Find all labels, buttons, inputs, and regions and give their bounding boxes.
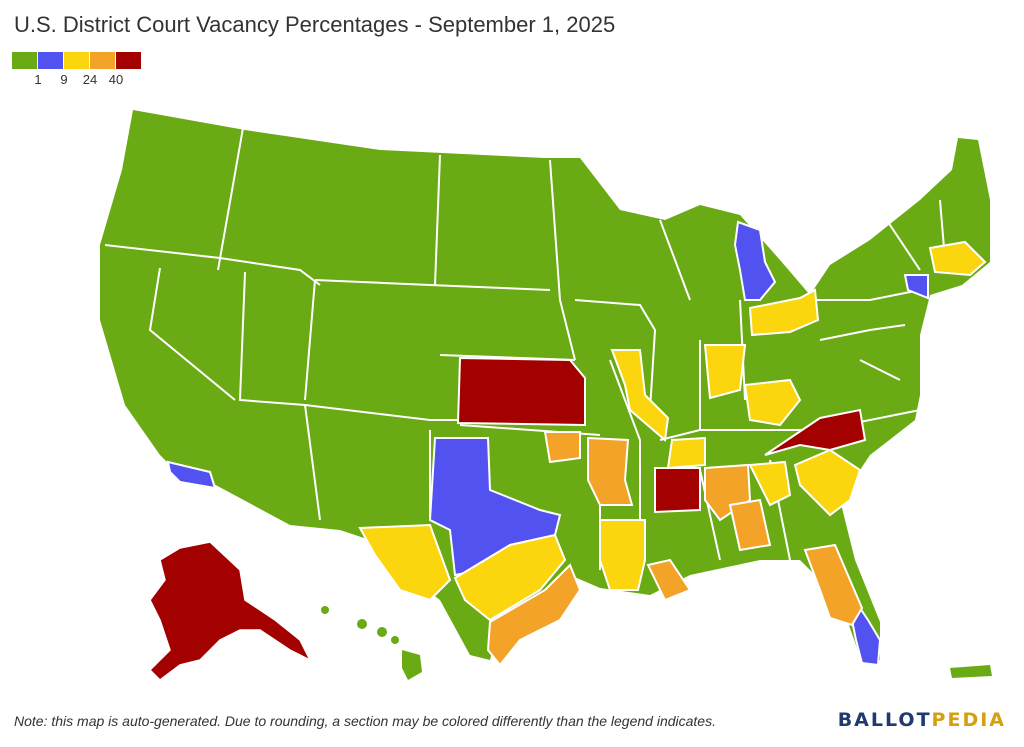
legend-swatch-1 (12, 52, 37, 69)
missouri-east-region (610, 349, 670, 442)
logo-text-pedia: PEDIA (931, 709, 1006, 731)
legend-break-3: 24 (82, 72, 98, 87)
legend: 1 9 24 40 (12, 52, 142, 90)
south-carolina-region (793, 448, 862, 517)
alabama-north-east-region (748, 460, 792, 507)
ohio-north-region (748, 288, 820, 337)
texas-south-region (453, 533, 567, 622)
kentucky-east-region (743, 378, 802, 427)
florida-middle-region (803, 543, 864, 627)
map-title: U.S. District Court Vacancy Percentages … (14, 12, 616, 37)
indiana-south-region (703, 344, 747, 400)
kansas-region (456, 356, 586, 427)
mississippi-region (654, 467, 701, 514)
oklahoma-east-region (543, 431, 581, 464)
legend-swatch-4 (90, 52, 115, 69)
legend-break-1: 1 (34, 72, 42, 87)
texas-west-region (358, 523, 452, 602)
california-central-region (166, 460, 217, 490)
puerto-rico (950, 665, 992, 678)
logo-text-ballot: BALLOT (837, 709, 932, 731)
hawaii (321, 606, 422, 680)
legend-swatch-5 (116, 52, 141, 69)
arkansas-west-region (587, 436, 634, 506)
connecticut-region (903, 274, 929, 300)
legend-labels: 1 9 24 40 (12, 72, 142, 90)
footnote: Note: this map is auto-generated. Due to… (14, 713, 716, 729)
texas-east-region (486, 563, 582, 667)
legend-swatch-3 (64, 52, 89, 69)
north-carolina-west-region (764, 408, 867, 456)
louisiana-east-region (646, 558, 692, 602)
legend-break-4: 40 (108, 72, 124, 87)
legend-break-2: 9 (60, 72, 68, 87)
ballotpedia-logo: BALLOTPEDIA (838, 709, 1006, 731)
legend-swatches (12, 52, 142, 69)
legend-swatch-2 (38, 52, 63, 69)
tennessee-west-region (666, 436, 706, 470)
massachusetts-region (928, 240, 987, 277)
alaska (148, 541, 312, 681)
louisiana-west-region (599, 519, 646, 591)
georgia-middle-region (728, 498, 772, 552)
michigan-west-region (733, 220, 777, 301)
